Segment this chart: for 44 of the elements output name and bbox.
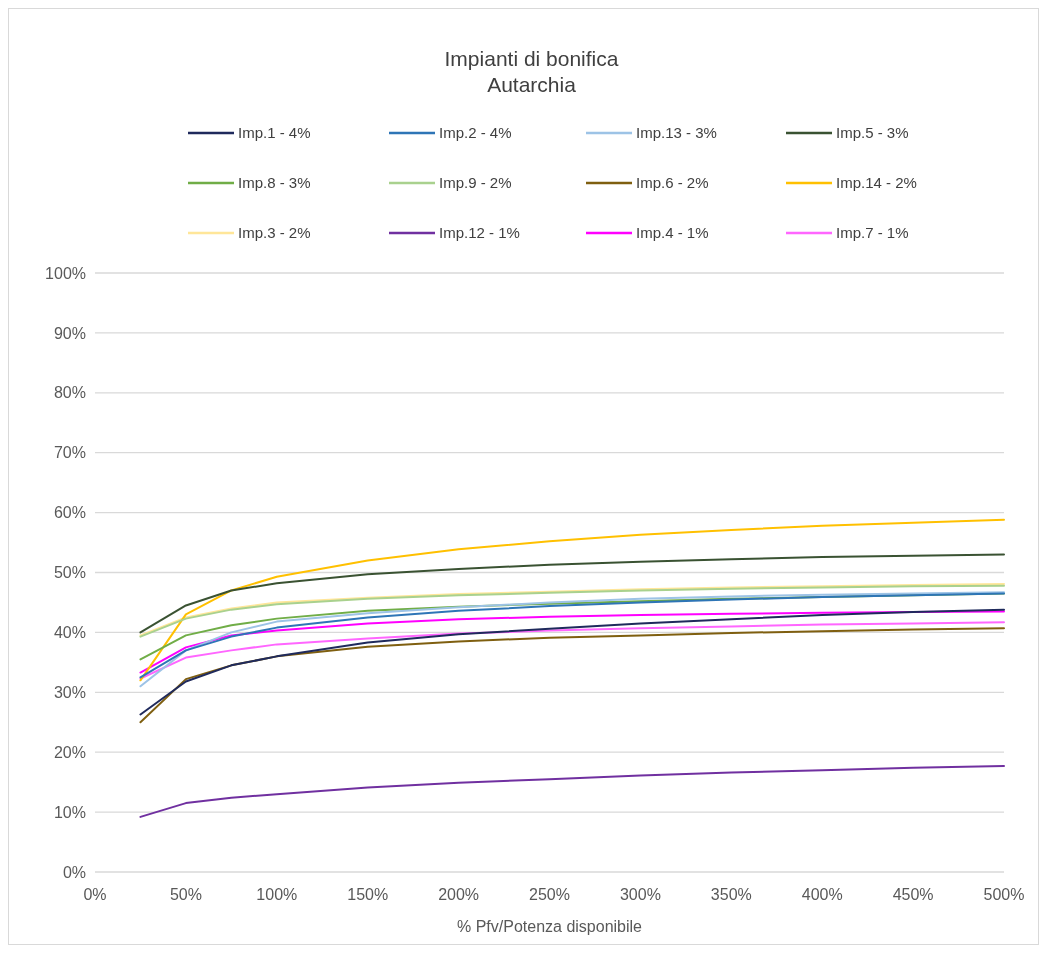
line-series xyxy=(139,608,1005,716)
chart-subtitle: Autarchia xyxy=(487,73,577,96)
x-tick-label: 100% xyxy=(256,886,298,903)
y-tick-label: 20% xyxy=(53,743,86,761)
x-tick-label: 450% xyxy=(892,886,934,903)
y-tick-label: 90% xyxy=(53,324,86,342)
legend-label: Imp.6 - 2% xyxy=(636,174,709,192)
line-series xyxy=(139,610,1005,674)
y-tick-label: 40% xyxy=(53,624,86,641)
x-tick-label: 500% xyxy=(983,886,1025,903)
x-tick-label: 250% xyxy=(529,886,570,903)
y-tick-label: 50% xyxy=(53,564,86,582)
line-series xyxy=(139,764,1005,818)
legend-label: Imp.9 - 2% xyxy=(439,174,512,192)
legend-label: Imp.4 - 1% xyxy=(636,224,709,242)
line-series xyxy=(139,553,1005,634)
x-tick-label: 300% xyxy=(619,886,661,903)
y-tick-label: 30% xyxy=(53,683,86,701)
line-series xyxy=(139,621,1005,680)
y-tick-label: 70% xyxy=(53,444,86,462)
y-tick-label: 0% xyxy=(62,863,86,881)
x-tick-label: 200% xyxy=(438,886,480,903)
legend-label: Imp.8 - 3% xyxy=(238,174,311,192)
y-tick-label: 100% xyxy=(45,264,86,282)
x-tick-label: 400% xyxy=(801,886,843,903)
x-tick-label: 0% xyxy=(83,886,107,903)
x-axis-title: % Pfv/Potenza disponibile xyxy=(457,918,643,935)
legend-label: Imp.5 - 3% xyxy=(836,124,909,142)
x-tick-label: 50% xyxy=(169,886,202,903)
line-series xyxy=(139,518,1005,682)
legend-label: Imp.1 - 4% xyxy=(238,124,311,142)
legend-label: Imp.7 - 1% xyxy=(836,224,909,242)
y-tick-label: 80% xyxy=(53,384,86,402)
y-tick-label: 60% xyxy=(53,504,86,522)
legend-label: Imp.13 - 3% xyxy=(636,124,717,142)
legend-label: Imp.3 - 2% xyxy=(238,224,311,242)
legend-label: Imp.2 - 4% xyxy=(439,124,512,142)
legend-label: Imp.14 - 2% xyxy=(836,174,917,192)
x-tick-label: 150% xyxy=(347,886,389,903)
y-tick-label: 10% xyxy=(53,803,86,821)
line-series xyxy=(139,627,1005,724)
legend-label: Imp.12 - 1% xyxy=(439,224,520,242)
x-tick-label: 350% xyxy=(710,886,752,903)
chart-title: Impianti di bonifica xyxy=(444,47,619,70)
